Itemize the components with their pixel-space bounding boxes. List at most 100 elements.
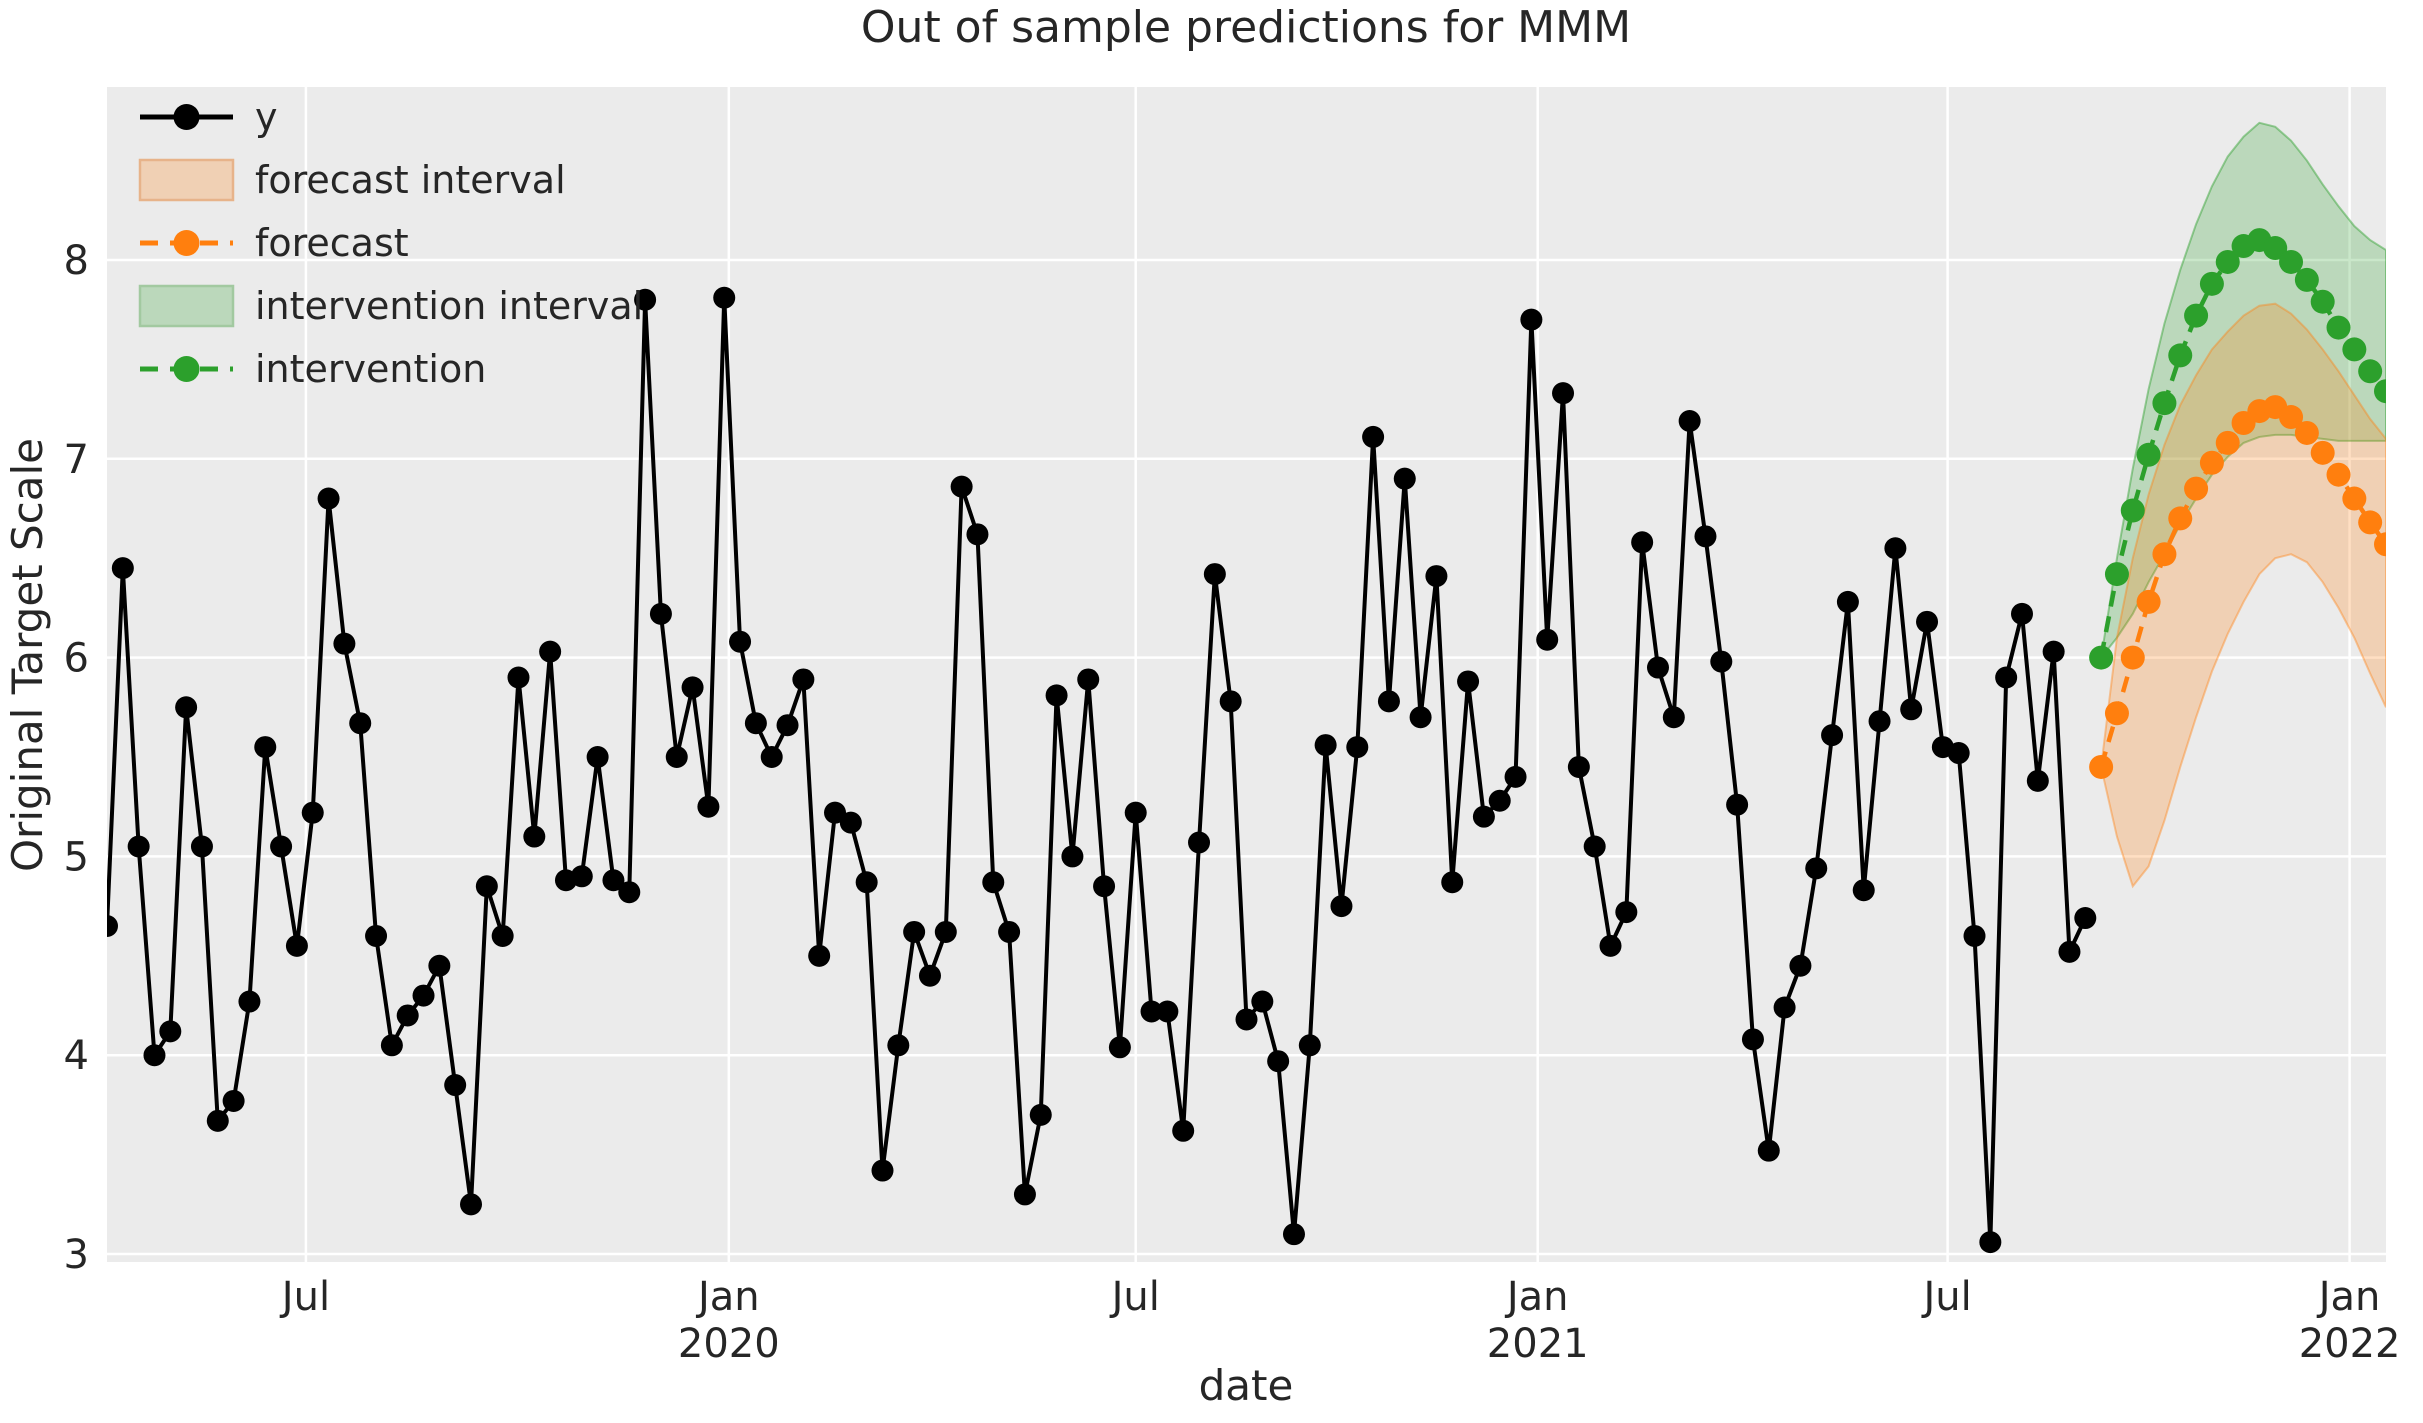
y-point xyxy=(1093,875,1116,898)
y-point xyxy=(982,871,1005,894)
legend-band-swatch xyxy=(138,284,235,328)
y-point xyxy=(412,984,435,1007)
y-point xyxy=(792,668,815,691)
intervention-point xyxy=(2199,271,2224,296)
gridlines xyxy=(107,87,2386,1262)
chart-legend: y forecast interval forecast intervention i… xyxy=(138,95,643,391)
y-point xyxy=(107,915,118,937)
y-point xyxy=(1536,628,1559,651)
forecast-point xyxy=(2358,510,2383,535)
intervention-point xyxy=(2374,379,2386,404)
y-point xyxy=(1615,901,1638,924)
x-tick-year-label: 2020 xyxy=(678,1321,780,1367)
y-point xyxy=(1583,835,1606,858)
forecast-point xyxy=(2342,486,2367,511)
y-point xyxy=(1567,755,1590,778)
y-point xyxy=(1314,734,1337,757)
y-point xyxy=(697,795,720,818)
y-point xyxy=(1409,706,1432,729)
intervention-point xyxy=(2215,249,2240,274)
y-point xyxy=(1156,1000,1179,1023)
y-point xyxy=(301,801,324,824)
y-point xyxy=(1362,425,1385,448)
x-tick-label: Jan xyxy=(695,1274,760,1320)
y-point xyxy=(1393,467,1416,490)
y-point xyxy=(1140,1000,1163,1023)
y-point xyxy=(808,944,831,967)
y-point xyxy=(206,1109,229,1132)
y-point xyxy=(586,746,609,769)
y-tick-label: 4 xyxy=(64,1033,89,1079)
y-point xyxy=(1710,650,1733,673)
legend-label: forecast interval xyxy=(255,158,566,202)
y-point xyxy=(1029,1103,1052,1126)
y-point xyxy=(365,924,388,947)
intervention-point xyxy=(2152,391,2177,416)
y-point xyxy=(1188,831,1211,854)
x-tick-label: Jan xyxy=(1504,1274,1569,1320)
y-point xyxy=(855,871,878,894)
y-point xyxy=(1219,690,1242,713)
y-point xyxy=(681,676,704,699)
y-point xyxy=(1298,1034,1321,1057)
x-tick-label: Jul xyxy=(1109,1274,1160,1320)
y-point xyxy=(871,1159,894,1182)
intervention-point xyxy=(2120,498,2145,523)
y-point xyxy=(1377,690,1400,713)
intervention-point xyxy=(2279,249,2304,274)
y-point xyxy=(1504,765,1527,788)
forecast-point xyxy=(2310,440,2335,465)
y-point xyxy=(1678,410,1701,433)
y-point xyxy=(966,523,989,546)
y-point xyxy=(1488,789,1511,812)
y-point xyxy=(950,475,973,498)
y-point xyxy=(317,487,340,510)
x-tick-year-label: 2022 xyxy=(2299,1321,2401,1367)
y-point xyxy=(1757,1139,1780,1162)
forecast-point xyxy=(2168,506,2193,531)
y-point xyxy=(1045,684,1068,707)
y-point xyxy=(1916,610,1939,633)
forecast-point xyxy=(2136,589,2161,614)
y-tick-label: 8 xyxy=(64,238,89,284)
y-point xyxy=(713,286,736,309)
chart-title: Out of sample predictions for MMM xyxy=(861,2,1631,53)
forecast-point xyxy=(2089,754,2114,779)
y-point xyxy=(539,640,562,663)
forecast-point xyxy=(2374,532,2386,557)
y-point xyxy=(1457,670,1480,693)
y-point xyxy=(1552,382,1575,405)
y-point xyxy=(444,1074,467,1097)
y-point xyxy=(1124,801,1147,824)
y-point xyxy=(238,990,261,1013)
y-point xyxy=(1108,1036,1131,1059)
y-point xyxy=(491,924,514,947)
intervention-point xyxy=(2342,337,2367,362)
y-point xyxy=(254,736,277,759)
y-point xyxy=(1599,934,1622,957)
x-tick-label: Jan xyxy=(2316,1274,2381,1320)
y-point xyxy=(1203,563,1226,586)
y-point xyxy=(1425,565,1448,588)
y-point xyxy=(839,811,862,834)
y-point xyxy=(349,712,372,735)
y-point xyxy=(1821,724,1844,747)
y-point xyxy=(1852,879,1875,902)
y-point xyxy=(1282,1223,1305,1246)
y-point xyxy=(1013,1183,1036,1206)
legend-dot-marker xyxy=(173,356,200,382)
y-point xyxy=(2074,907,2097,930)
y-point xyxy=(1789,954,1812,977)
y-point xyxy=(2042,640,2065,663)
intervention-point xyxy=(2089,645,2114,670)
y-point xyxy=(396,1004,419,1027)
y-point xyxy=(1235,1008,1258,1031)
y-point xyxy=(903,920,926,943)
y-point xyxy=(111,557,134,580)
y-point xyxy=(1694,525,1717,548)
y-point xyxy=(159,1020,182,1043)
y-point xyxy=(1662,706,1685,729)
y-point xyxy=(1330,895,1353,918)
